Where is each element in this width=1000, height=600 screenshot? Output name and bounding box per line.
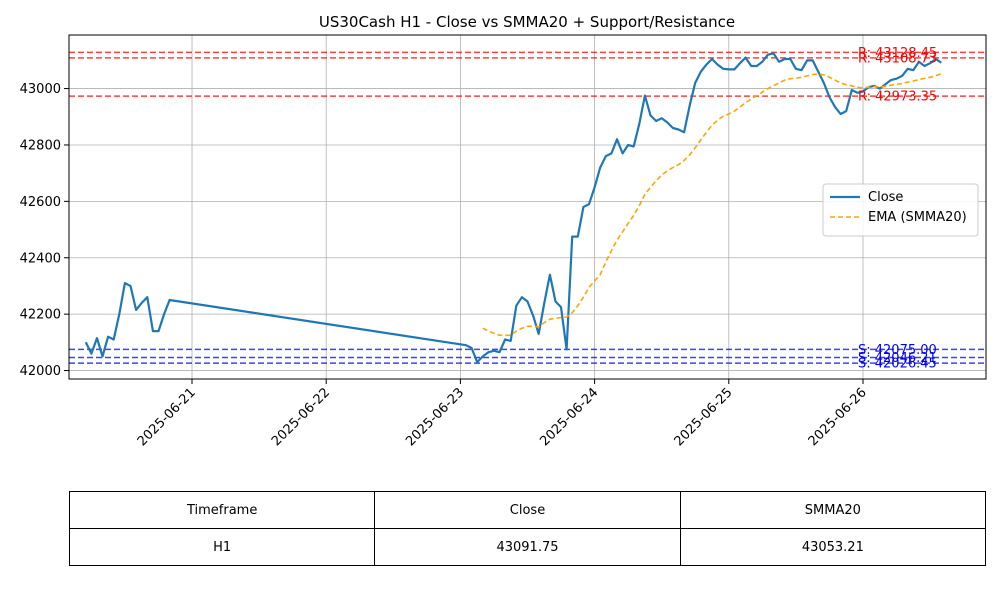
x-tick-label: 2025-06-25 — [672, 385, 736, 449]
y-tick-label: 42400 — [20, 251, 61, 266]
table-header-timeframe: Timeframe — [68, 491, 376, 529]
resistance-level-label: R: 43128.45 — [858, 46, 937, 61]
close-series-line — [84, 52, 942, 364]
y-tick-label: 43000 — [20, 82, 61, 97]
series-lines — [84, 52, 942, 364]
x-axis: 2025-06-21 2025-06-22 2025-06-23 2025-06-24… — [135, 379, 870, 449]
y-tick-label: 42800 — [20, 138, 61, 153]
level-labels: R: 43128.45R: 43108.73 R: 42973.35 S: 4207… — [858, 46, 937, 372]
table-cell-close: 43091.75 — [374, 528, 681, 566]
x-tick-label: 2025-06-23 — [403, 385, 467, 449]
legend-smma-label: EMA (SMMA20) — [868, 210, 967, 225]
table-header-close: Close — [374, 491, 681, 529]
support-level-label: S: 42026.45 — [858, 357, 937, 372]
table-cell-timeframe: H1 — [68, 528, 376, 566]
y-tick-label: 42200 — [20, 308, 61, 323]
smma20-series-line — [482, 72, 942, 337]
resistance-level-label: R: 43108.73 — [858, 51, 937, 66]
x-tick-label: 2025-06-21 — [135, 385, 199, 449]
support-level-label: S: 42046.21 — [858, 351, 937, 366]
chart: US30Cash H1 - Close vs SMMA20 + Support/… — [20, 13, 987, 449]
table-cell-smma20: 43053.21 — [679, 528, 987, 566]
x-tick-label: 2025-06-22 — [269, 385, 333, 449]
y-tick-label: 42000 — [20, 364, 61, 379]
y-tick-label: 42600 — [20, 195, 61, 210]
table-header-row: Timeframe Close SMMA20 — [68, 491, 987, 529]
plot-area-frame — [68, 34, 987, 380]
table-header-smma20: SMMA20 — [679, 491, 987, 529]
resistance-level-label: R: 42973.35 — [858, 90, 937, 105]
legend-box — [822, 183, 979, 237]
y-axis: 42000 42200 42400 42600 42800 43000 — [20, 82, 69, 379]
legend-close-label: Close — [868, 190, 903, 205]
legend: Close EMA (SMMA20) — [822, 183, 979, 237]
table-row: H1 43091.75 43053.21 — [68, 528, 987, 566]
chart-title: US30Cash H1 - Close vs SMMA20 + Support/… — [319, 13, 735, 31]
x-tick-label: 2025-06-26 — [806, 385, 870, 449]
summary-table: Timeframe Close SMMA20 H1 43091.75 43053… — [68, 491, 987, 566]
x-tick-label: 2025-06-24 — [537, 385, 601, 449]
support-level-label: S: 42075.00 — [858, 343, 937, 358]
